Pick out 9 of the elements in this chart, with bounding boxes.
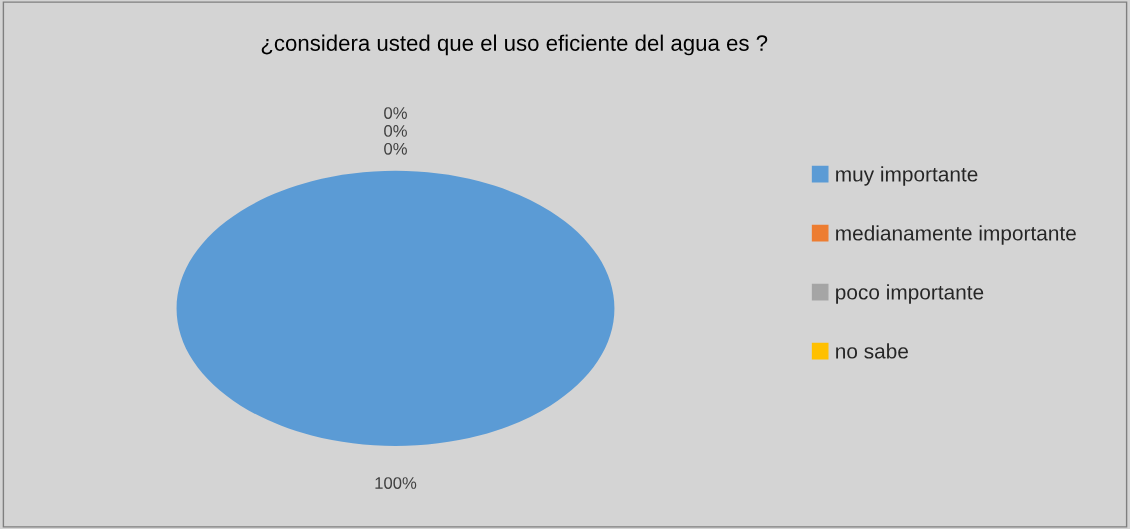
legend-label: poco importante <box>836 284 984 304</box>
text: 0% <box>384 142 407 155</box>
legend-label: muy importante <box>836 166 978 186</box>
legend-label: medianamente importante <box>836 225 1076 245</box>
chart-title: ¿considera usted que el uso eficiente del agua es ? <box>261 34 768 56</box>
text: 0% <box>384 125 407 137</box>
text: 0% <box>384 107 407 119</box>
legend-label: no sabe <box>836 343 908 359</box>
data-label: 100% <box>375 477 417 489</box>
